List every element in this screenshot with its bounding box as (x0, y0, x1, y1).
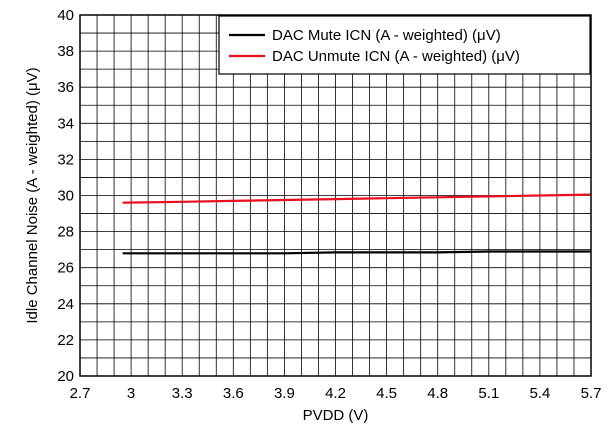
y-axis-title: Idle Channel Noise (A - weighted) (μV) (24, 67, 41, 323)
x-tick-label: 2.7 (70, 385, 91, 402)
x-tick-label: 5.4 (529, 385, 550, 402)
x-tick-label: 5.1 (478, 385, 499, 402)
x-tick-label: 4.5 (376, 385, 397, 402)
x-tick-label: 4.2 (325, 385, 346, 402)
y-tick-label: 24 (57, 296, 74, 313)
legend-box (218, 15, 591, 75)
legend: DAC Mute ICN (A - weighted) (μV) DAC Unm… (218, 15, 591, 75)
y-axis-tick-labels: 20 22 24 26 28 30 32 34 36 38 40 (57, 7, 74, 385)
y-tick-label: 26 (57, 260, 74, 277)
x-tick-label: 4.8 (427, 385, 448, 402)
legend-label-mute: DAC Mute ICN (A - weighted) (μV) (272, 27, 501, 44)
series-line-dac-mute (122, 250, 591, 255)
series-layer (122, 193, 592, 255)
y-tick-label: 36 (57, 79, 74, 96)
legend-label-unmute: DAC Unmute ICN (A - weighted) (μV) (272, 48, 520, 65)
x-axis-title: PVDD (V) (303, 407, 369, 424)
x-axis-tick-labels: 2.7 3 3.3 3.6 3.9 4.2 4.5 4.8 5.1 5.4 5.7 (70, 385, 602, 402)
y-tick-label: 34 (57, 115, 74, 132)
y-tick-label: 32 (57, 151, 74, 168)
x-tick-label: 3.9 (274, 385, 295, 402)
y-tick-label: 30 (57, 188, 74, 205)
y-tick-label: 40 (57, 7, 74, 24)
y-tick-label: 22 (57, 332, 74, 349)
y-tick-label: 20 (57, 368, 74, 385)
y-tick-label: 38 (57, 43, 74, 60)
y-tick-label: 28 (57, 224, 74, 241)
x-tick-label: 3.6 (223, 385, 244, 402)
plot-area-frame (79, 14, 592, 377)
x-tick-label: 5.7 (581, 385, 602, 402)
series-line-dac-unmute (122, 193, 592, 204)
x-tick-label: 3.3 (172, 385, 193, 402)
x-tick-label: 3 (127, 385, 135, 402)
